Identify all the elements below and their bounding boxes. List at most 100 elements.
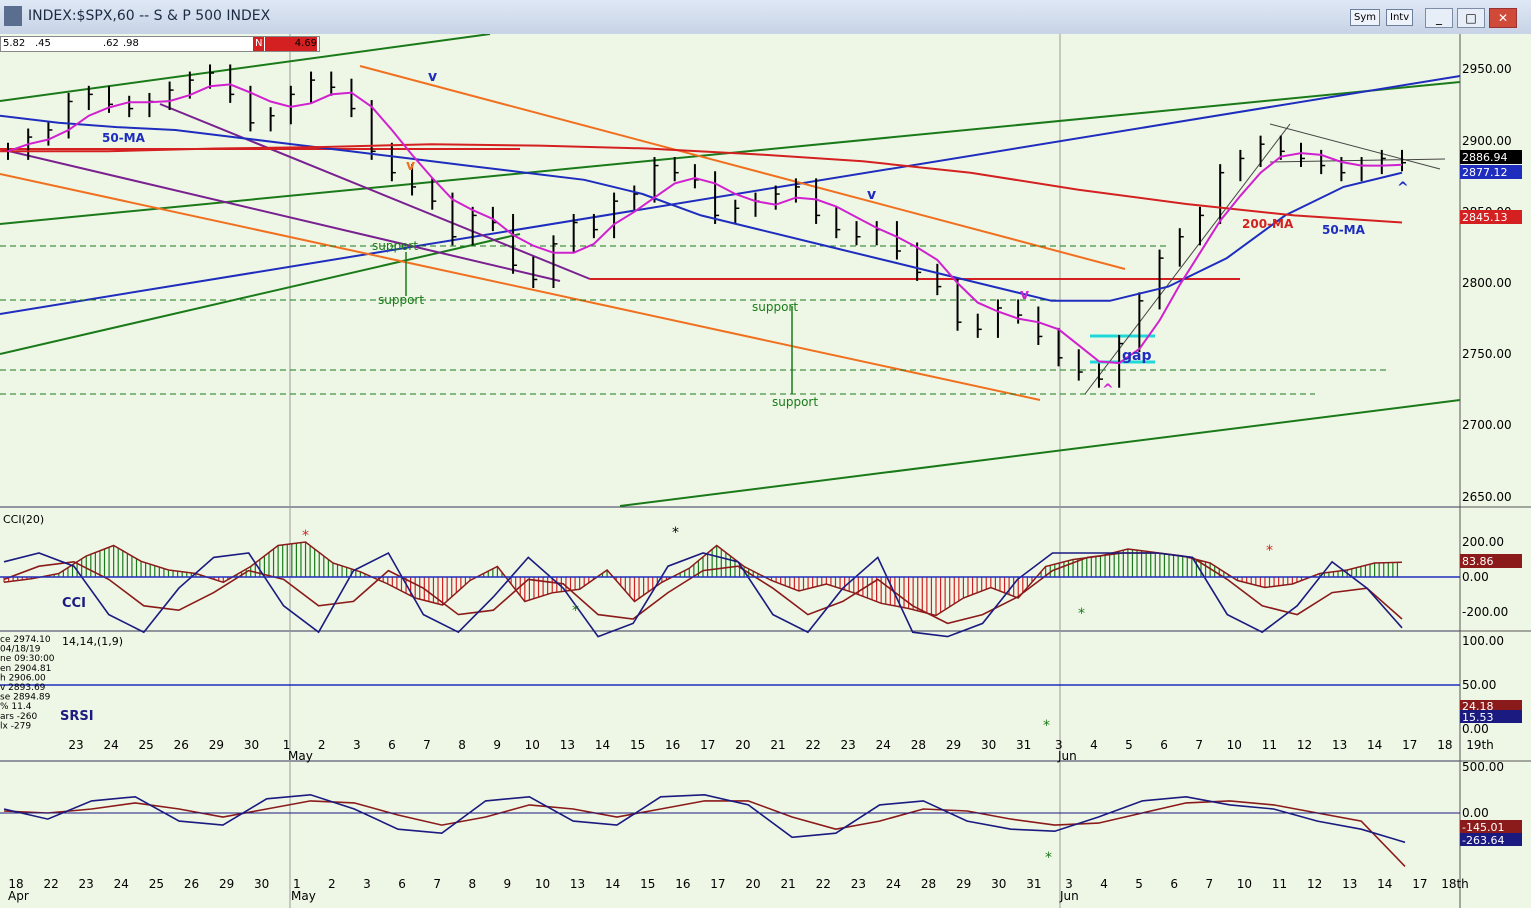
x-tick-top: 2 xyxy=(318,738,326,752)
x-tick-bottom: 23 xyxy=(79,877,94,891)
data-window-row: se 2894.89 xyxy=(0,693,51,703)
annotation-support-2: support xyxy=(378,293,424,307)
cci-tick: -200.00 xyxy=(1462,605,1508,619)
star-markers: * * * * * * * xyxy=(302,525,1273,866)
macd-signal-line xyxy=(3,800,1406,867)
x-tick-top: 14 xyxy=(1367,738,1382,752)
x-tick-bottom: 29 xyxy=(219,877,234,891)
x-month-may: May xyxy=(288,749,313,763)
annotation-v-3: v xyxy=(867,187,876,203)
x-tick-top: 29 xyxy=(946,738,961,752)
data-window-row: h 2906.00 xyxy=(0,673,46,683)
quote-field: 5.82 xyxy=(3,38,26,49)
value-tag-bg xyxy=(1460,165,1522,179)
x-tick-top: 4 xyxy=(1090,738,1098,752)
x-tick-top: 25 xyxy=(139,738,154,752)
chart-canvas: 50-MA 200-MA 50-MA support support suppo… xyxy=(0,34,1531,908)
x-tick-bottom: 1 xyxy=(293,877,301,891)
value-tag-200ma: 2845.13 xyxy=(1462,211,1508,224)
cci-label: CCI xyxy=(62,596,86,611)
price-annotations: 50-MA 200-MA 50-MA support support suppo… xyxy=(102,69,1409,409)
x-tick-bottom: 30 xyxy=(254,877,269,891)
quote-change: 4.69 xyxy=(265,37,317,51)
x-tick-top: 24 xyxy=(103,738,118,752)
x-axis-bg xyxy=(0,874,1531,908)
annotation-v-4: v xyxy=(1020,287,1029,303)
star-icon: * xyxy=(1045,850,1052,866)
price-tick: 2650.00 xyxy=(1462,490,1512,504)
srsi-tick: 100.00 xyxy=(1462,634,1504,648)
x-tick-top: 15 xyxy=(630,738,645,752)
data-window-row: ce 2974.10 xyxy=(0,635,51,645)
symbol-button[interactable]: Sym xyxy=(1350,9,1381,26)
x-tick-bottom: 18 xyxy=(8,877,23,891)
x-month-jun: Jun xyxy=(1057,749,1077,763)
value-tag-bg xyxy=(1460,554,1522,568)
x-tick-top: 17 xyxy=(1402,738,1417,752)
price-value-tags: 2886.94 2877.12 2845.13 xyxy=(1460,150,1522,224)
x-tick-bottom: 22 xyxy=(43,877,58,891)
close-icon[interactable]: ✕ xyxy=(1489,8,1517,28)
x-tick-top: 8 xyxy=(458,738,466,752)
star-icon: * xyxy=(572,603,579,619)
cci-title: CCI(20) xyxy=(3,513,44,526)
x-tick-top: 6 xyxy=(1160,738,1168,752)
macd-tick: 500.00 xyxy=(1462,760,1504,774)
x-tick-bottom: 13 xyxy=(1342,877,1357,891)
annotation-v-1: v xyxy=(428,69,437,85)
x-tick-bottom: 16 xyxy=(675,877,690,891)
x-tick-bottom: 2 xyxy=(328,877,336,891)
x-tick-bottom: 10 xyxy=(535,877,550,891)
x-tick-top: 10 xyxy=(1227,738,1242,752)
annotation-caret-2: ^ xyxy=(1397,180,1409,196)
maximize-icon[interactable]: □ xyxy=(1457,8,1485,28)
x-tick-bottom: 13 xyxy=(570,877,585,891)
x-tick-bottom: 3 xyxy=(1065,877,1073,891)
interval-button[interactable]: Intv xyxy=(1386,9,1414,26)
x-tick-top: 3 xyxy=(1055,738,1063,752)
srsi-params: 14,14,(1,9) xyxy=(62,635,123,648)
macd-value-tag-1: -145.01 xyxy=(1462,821,1504,834)
x-tick-bottom: 14 xyxy=(605,877,620,891)
y-axis-bg xyxy=(1460,34,1531,908)
data-window-row: 04/18/19 xyxy=(0,645,41,655)
cci-y-axis: 200.00 0.00 -200.00 83.86 xyxy=(1460,535,1522,619)
x-tick-top: 18 xyxy=(1437,738,1452,752)
x-tick-top: 13 xyxy=(560,738,575,752)
x-tick-top: 28 xyxy=(911,738,926,752)
x-tick-top: 12 xyxy=(1297,738,1312,752)
x-tick-top: 23 xyxy=(841,738,856,752)
data-window-row: v 2893.69 xyxy=(0,683,46,693)
x-tick-top: 6 xyxy=(388,738,396,752)
x-tick-bottom: 24 xyxy=(886,877,901,891)
x-tick-top: 19th xyxy=(1466,738,1494,752)
srsi-value-tag-1: 24.18 xyxy=(1462,700,1494,713)
x-tick-top: 30 xyxy=(244,738,259,752)
annotation-50ma-left: 50-MA xyxy=(102,131,146,145)
trendlines xyxy=(0,34,1461,507)
x-month-apr-bottom: Apr xyxy=(8,889,29,903)
macd-panel-bg xyxy=(0,762,1460,874)
x-tick-bottom: 6 xyxy=(1170,877,1178,891)
window-title: INDEX:$SPX,60 -- S & P 500 INDEX xyxy=(28,8,271,24)
x-tick-top: 22 xyxy=(805,738,820,752)
x-tick-bottom: 8 xyxy=(468,877,476,891)
x-tick-bottom: 6 xyxy=(398,877,406,891)
x-tick-top: 9 xyxy=(493,738,501,752)
x-tick-bottom: 14 xyxy=(1377,877,1392,891)
x-axis-bottom: 18 22 23 24 25 26 29 30 1 2 3 6 7 8 9 10 13 14 15 16 17 20 21 2… xyxy=(8,877,1468,891)
x-tick-top: 31 xyxy=(1016,738,1031,752)
price-tick: 2700.00 xyxy=(1462,418,1512,432)
x-tick-bottom: 7 xyxy=(1205,877,1213,891)
x-tick-top: 29 xyxy=(209,738,224,752)
quote-strip: 5.82 .45 .62 .98 N 4.69 xyxy=(0,36,320,52)
orange-channel-bottom xyxy=(0,173,1041,401)
x-tick-bottom: 24 xyxy=(114,877,129,891)
x-tick-bottom: 12 xyxy=(1307,877,1322,891)
x-tick-top: 11 xyxy=(1262,738,1277,752)
x-month-may-bottom: May xyxy=(291,889,316,903)
macd-line xyxy=(3,793,1406,844)
x-tick-top: 24 xyxy=(876,738,891,752)
minimize-icon[interactable]: _ xyxy=(1425,8,1453,28)
green-channel-lower xyxy=(0,233,521,355)
